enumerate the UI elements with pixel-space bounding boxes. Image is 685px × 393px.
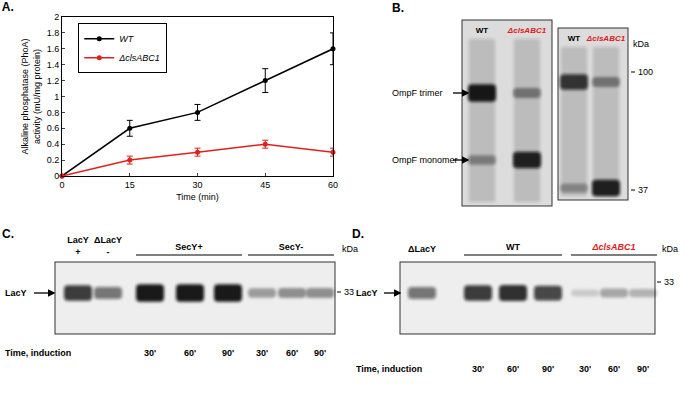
svg-text:Alkaline phosphatase (PhoA)act: Alkaline phosphatase (PhoA)activity (mU/… [20,38,42,154]
svg-text:kDa: kDa [662,244,678,254]
svg-text:WT: WT [476,26,489,35]
svg-text:OmpF monomer: OmpF monomer [392,155,458,165]
svg-text:SecY+: SecY+ [175,242,202,252]
svg-text:33: 33 [344,287,354,297]
svg-text:0.4: 0.4 [47,139,60,149]
svg-text:0.2: 0.2 [47,155,60,165]
svg-text:C.: C. [2,227,14,241]
svg-text:90': 90' [222,348,234,358]
svg-text:SecY-: SecY- [279,242,304,252]
svg-text:Time, induction: Time, induction [356,364,422,374]
svg-text:Time, induction: Time, induction [5,348,71,358]
svg-text:30: 30 [192,180,202,190]
svg-text:1.4: 1.4 [47,60,60,70]
svg-text:60': 60' [184,348,196,358]
svg-text:ΔclsABC1: ΔclsABC1 [586,34,626,43]
svg-text:-: - [107,247,110,257]
svg-text:WT: WT [506,242,520,252]
svg-text:60': 60' [608,364,620,374]
svg-text:30': 30' [256,348,268,358]
svg-text:1.6: 1.6 [47,44,60,54]
svg-text:15: 15 [125,180,135,190]
svg-text:30': 30' [144,348,156,358]
svg-text:2: 2 [54,12,59,22]
svg-text:LacY: LacY [67,235,89,245]
svg-text:B.: B. [392,1,404,15]
svg-text:60': 60' [286,348,298,358]
svg-text:60': 60' [507,364,519,374]
svg-text:ΔclsABC1: ΔclsABC1 [118,53,160,63]
svg-text:1: 1 [54,92,59,102]
svg-text:WT: WT [568,34,581,43]
svg-text:Time (min): Time (min) [176,192,219,202]
svg-text:90': 90' [637,364,649,374]
svg-text:OmpF trimer: OmpF trimer [392,88,443,98]
svg-text:kDa: kDa [633,39,649,49]
svg-text:kDa: kDa [342,244,358,254]
svg-text:ΔLacY: ΔLacY [408,244,436,254]
svg-text:33: 33 [664,277,674,287]
svg-text:30': 30' [472,364,484,374]
svg-text:ΔclsABC1: ΔclsABC1 [591,242,635,252]
svg-text:0.8: 0.8 [47,108,60,118]
svg-text:1.8: 1.8 [47,28,60,38]
svg-text:A.: A. [2,0,14,14]
svg-text:45: 45 [260,180,270,190]
svg-text:37: 37 [638,185,648,195]
svg-text:90': 90' [314,348,326,358]
svg-text:90': 90' [542,364,554,374]
svg-text:WT: WT [119,34,134,44]
svg-text:+: + [75,247,80,257]
svg-text:ΔLacY: ΔLacY [94,235,122,245]
svg-text:0: 0 [54,171,59,181]
svg-text:100: 100 [638,67,653,77]
svg-text:ΔclsABC1: ΔclsABC1 [507,26,547,35]
svg-text:60: 60 [328,180,338,190]
svg-text:30': 30' [579,364,591,374]
svg-text:0.6: 0.6 [47,123,60,133]
svg-text:LacY: LacY [5,288,27,298]
svg-text:0: 0 [59,180,64,190]
svg-text:D.: D. [352,227,364,241]
svg-text:LacY: LacY [356,288,378,298]
svg-text:1.2: 1.2 [47,76,60,86]
